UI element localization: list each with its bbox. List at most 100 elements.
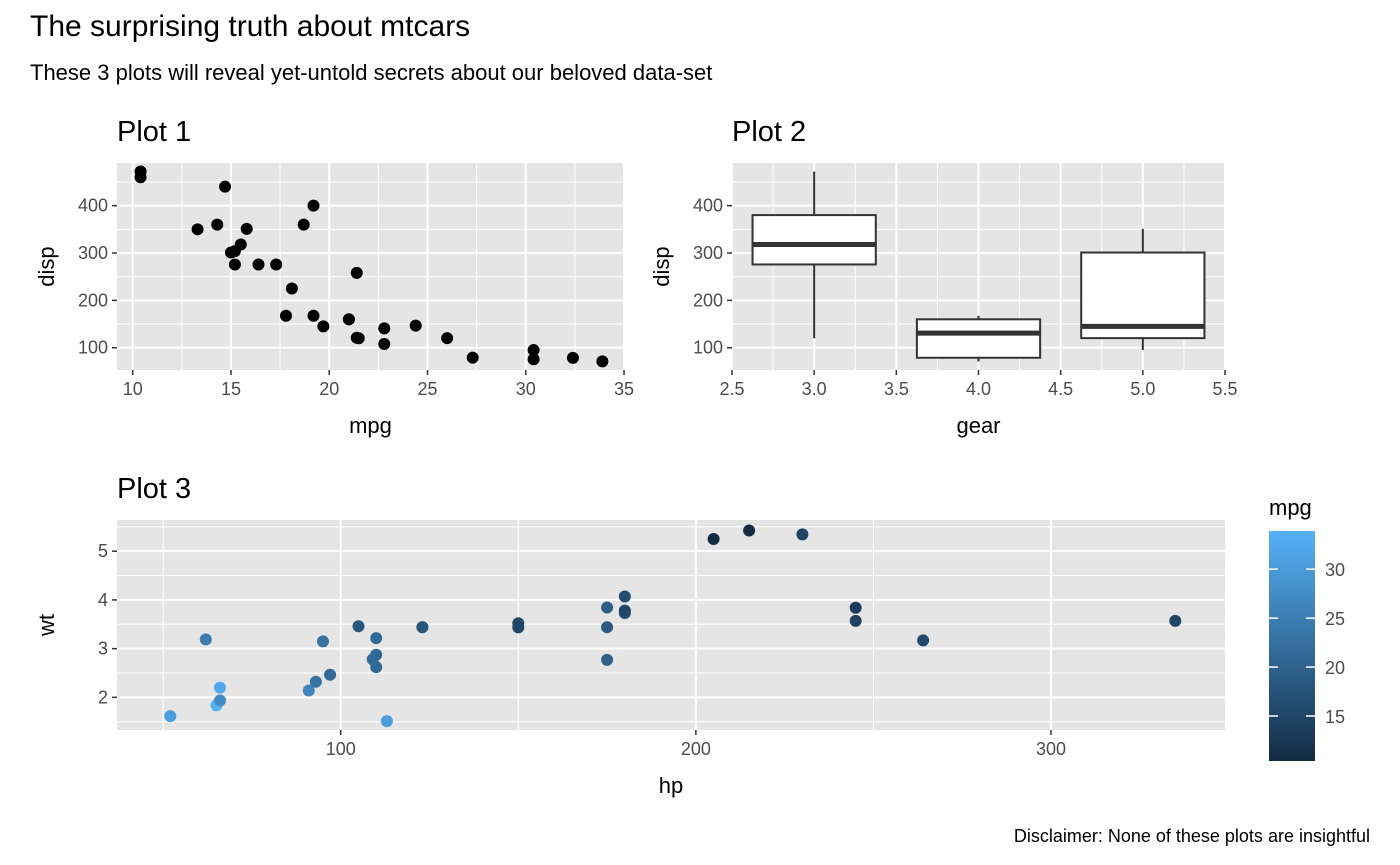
plot3-point (324, 668, 337, 681)
plot1-point (285, 282, 298, 295)
plot2-box (915, 318, 1042, 359)
plot1-y-tick-label: 200 (78, 290, 108, 310)
plot3-point (601, 601, 614, 614)
plot3-point (743, 524, 756, 537)
plot1-x-tick-label: 10 (123, 379, 143, 399)
plot3-y-tick-label: 3 (98, 639, 108, 659)
plot2-box (751, 214, 877, 266)
plot1-panel (117, 163, 624, 370)
plot3-point (618, 590, 631, 603)
plot2-x-tick-label: 5.5 (1212, 379, 1237, 399)
plot3-y-tick-label: 4 (98, 590, 108, 610)
plot1-point (219, 180, 232, 193)
plot1-point (409, 319, 422, 332)
plot3-panel (117, 520, 1225, 730)
plot3-point (366, 653, 379, 666)
plot3-point (316, 635, 329, 648)
plot1-point (252, 258, 265, 271)
legend-tick-label: 25 (1325, 609, 1345, 629)
plot3-title: Plot 3 (117, 473, 191, 505)
plot2-y-tick-label: 300 (693, 243, 723, 263)
plot2-y-tick-label: 200 (693, 290, 723, 310)
plot3-point (618, 604, 631, 617)
plot3-point (849, 601, 862, 614)
legend-tick-label: 20 (1325, 658, 1345, 678)
plot2-x-tick-label: 2.5 (719, 379, 744, 399)
page-title: The surprising truth about mtcars (30, 10, 471, 43)
page-subtitle: These 3 plots will reveal yet-untold sec… (30, 60, 713, 85)
plot1-point (270, 258, 283, 271)
plot2-y-tick-label: 400 (693, 196, 723, 216)
plot2-y-axis-title: disp (649, 246, 674, 286)
plot2-x-axis-title: gear (956, 413, 1000, 438)
plot1-x-tick-label: 30 (516, 379, 536, 399)
plot3-point (601, 621, 614, 634)
plot1-y-tick-label: 300 (78, 243, 108, 263)
plot2-x-tick-label: 5.0 (1130, 379, 1155, 399)
plot3-point (352, 620, 365, 633)
plot3-point (199, 633, 212, 646)
plot1-y-axis-title: disp (34, 246, 59, 286)
caption: Disclaimer: None of these plots are insi… (1013, 826, 1370, 846)
plot3-x-tick-label: 300 (1036, 739, 1066, 759)
plot1-point (378, 337, 391, 350)
plot1-x-tick-label: 15 (221, 379, 241, 399)
plot3-point (213, 681, 226, 694)
plot2-x-tick-label: 3.5 (884, 379, 909, 399)
plot1-point (317, 320, 330, 333)
plot1-x-axis-title: mpg (349, 413, 392, 438)
plot3-x-tick-label: 200 (681, 739, 711, 759)
plot3-point (380, 715, 393, 728)
plot2-box (1080, 251, 1206, 340)
plot3-y-tick-label: 5 (98, 541, 108, 561)
plot3-point (213, 694, 226, 707)
plot3-point (917, 634, 930, 647)
plot1-point (527, 344, 540, 357)
plot1-point (297, 218, 310, 231)
plot1-point (527, 353, 540, 366)
plot3-y-axis-title: wt (34, 614, 59, 637)
legend-tick-label: 15 (1325, 707, 1345, 727)
plot1-y-tick-label: 400 (78, 196, 108, 216)
plot2-x-tick-label: 4.5 (1048, 379, 1073, 399)
plot1-point (280, 309, 292, 322)
plot1-point (466, 351, 479, 364)
plot3-point (309, 675, 322, 688)
plot1-point (350, 331, 363, 344)
plot1-x-tick-label: 20 (319, 379, 339, 399)
plot3-point (707, 533, 720, 546)
plot1-point (240, 222, 253, 235)
plot3-point (164, 710, 177, 723)
plot1-point (224, 246, 237, 259)
plot3-x-axis-title: hp (659, 773, 683, 798)
plot1-point (228, 258, 241, 271)
plot1-point (134, 171, 147, 184)
plot3-point (416, 621, 429, 634)
plot1-title: Plot 1 (117, 116, 191, 148)
plot1-point (307, 199, 320, 212)
plot1-point (191, 223, 204, 236)
plot1-x-tick-label: 25 (417, 379, 437, 399)
legend-title: mpg (1269, 495, 1312, 520)
plot1-point (596, 355, 609, 368)
plot1-point (307, 309, 320, 322)
legend-tick-label: 30 (1325, 560, 1345, 580)
plot1-y-tick-label: 100 (78, 338, 108, 358)
plot1-point (342, 313, 355, 326)
plot1-point (350, 266, 363, 279)
plot3-point (370, 632, 383, 645)
plot1-point (211, 218, 224, 231)
legend-colorbar (1269, 531, 1315, 761)
plot3-y-tick-label: 2 (98, 687, 108, 707)
plot1-x-tick-label: 35 (614, 379, 634, 399)
plot2-y-tick-label: 100 (693, 338, 723, 358)
plot1-point (378, 322, 391, 335)
plot3-point (796, 528, 809, 541)
plot3-point (849, 614, 862, 627)
plot3-point (1169, 614, 1182, 627)
plot3-x-tick-label: 100 (326, 739, 356, 759)
plot2-x-tick-label: 3.0 (802, 379, 827, 399)
plot3-point (601, 653, 614, 666)
plot3-point (302, 684, 315, 697)
